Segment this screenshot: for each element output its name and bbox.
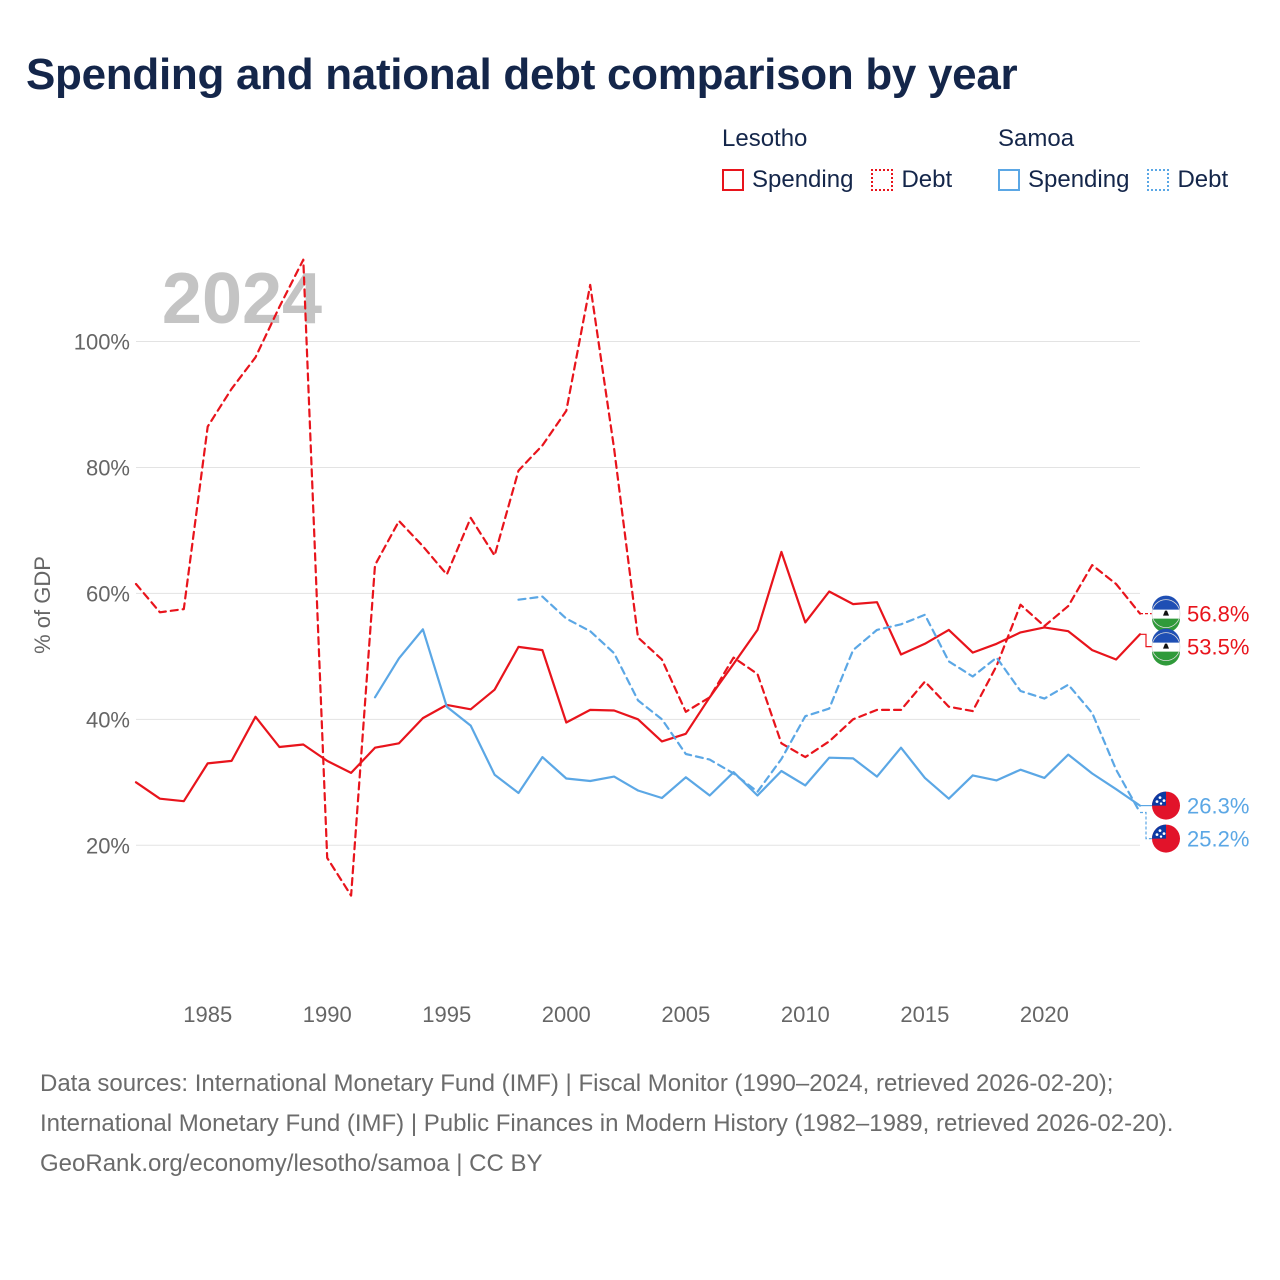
legend-dotted-swatch xyxy=(1147,169,1170,191)
legend-lesotho-spending[interactable]: Spending xyxy=(722,166,853,194)
year-watermark: 2024 xyxy=(162,259,322,339)
legend-lesotho-debt[interactable]: Debt xyxy=(871,166,952,194)
samoa-flag-icon xyxy=(1152,791,1180,820)
legend-solid-swatch xyxy=(722,169,744,191)
legend-group-lesotho: Lesotho Spending Debt xyxy=(722,124,970,194)
footer: Data sources: International Monetary Fun… xyxy=(40,1064,1240,1184)
y-axis-label: % of GDP xyxy=(30,556,55,654)
legend-dotted-swatch xyxy=(871,169,894,191)
data-sources: Data sources: International Monetary Fun… xyxy=(40,1070,1174,1137)
legend-label: Debt xyxy=(901,166,953,193)
end-value-label: 53.5% xyxy=(1187,635,1249,660)
legend-samoa-debt[interactable]: Debt xyxy=(1147,166,1228,194)
x-tick-label: 2015 xyxy=(900,1002,949,1027)
x-tick-label: 2020 xyxy=(1020,1002,1069,1027)
legend-group-name: Samoa xyxy=(998,125,1075,152)
end-label-connector xyxy=(1140,811,1152,840)
series-line-samoa-debt[interactable] xyxy=(517,595,1142,814)
end-value-label: 56.8% xyxy=(1187,602,1249,627)
lesotho-flag-icon xyxy=(1151,595,1181,633)
series-line-lesotho-debt[interactable] xyxy=(134,258,1142,897)
chart-title: Spending and national debt comparison by… xyxy=(26,50,1018,99)
legend-group-samoa: Samoa Spending Debt xyxy=(998,124,1246,194)
x-tick-label: 1990 xyxy=(303,1002,352,1027)
y-tick-label: 100% xyxy=(74,330,130,355)
end-value-label: 26.3% xyxy=(1187,794,1249,819)
credit-line: GeoRank.org/economy/lesotho/samoa | CC B… xyxy=(40,1150,543,1177)
legend-group-name: Lesotho xyxy=(722,125,808,152)
y-tick-label: 20% xyxy=(86,833,130,858)
samoa-flag-icon xyxy=(1152,824,1180,853)
y-tick-label: 80% xyxy=(86,455,130,480)
x-tick-label: 2005 xyxy=(661,1002,710,1027)
x-tick-label: 1995 xyxy=(422,1002,471,1027)
legend-samoa-spending[interactable]: Spending xyxy=(998,166,1129,194)
x-tick-label: 2010 xyxy=(781,1002,830,1027)
legend-label: Debt xyxy=(1177,166,1229,193)
end-value-label: 25.2% xyxy=(1187,827,1249,852)
x-tick-label: 2000 xyxy=(542,1002,591,1027)
y-tick-label: 60% xyxy=(86,581,130,606)
legend-label: Spending xyxy=(1028,166,1130,193)
legend-solid-swatch xyxy=(998,169,1020,191)
line-chart: 20% 40% 60% 80% 100% 1985 1990 1995 2000 2005 2010… xyxy=(30,258,1249,1027)
lesotho-flag-icon xyxy=(1151,628,1181,666)
series-line-lesotho-spending[interactable] xyxy=(134,550,1142,803)
x-tick-label: 1985 xyxy=(183,1002,232,1027)
legend-label: Spending xyxy=(752,166,854,193)
series-line-samoa-spending[interactable] xyxy=(373,628,1142,807)
y-tick-label: 40% xyxy=(86,707,130,732)
end-label-connector xyxy=(1140,633,1152,648)
